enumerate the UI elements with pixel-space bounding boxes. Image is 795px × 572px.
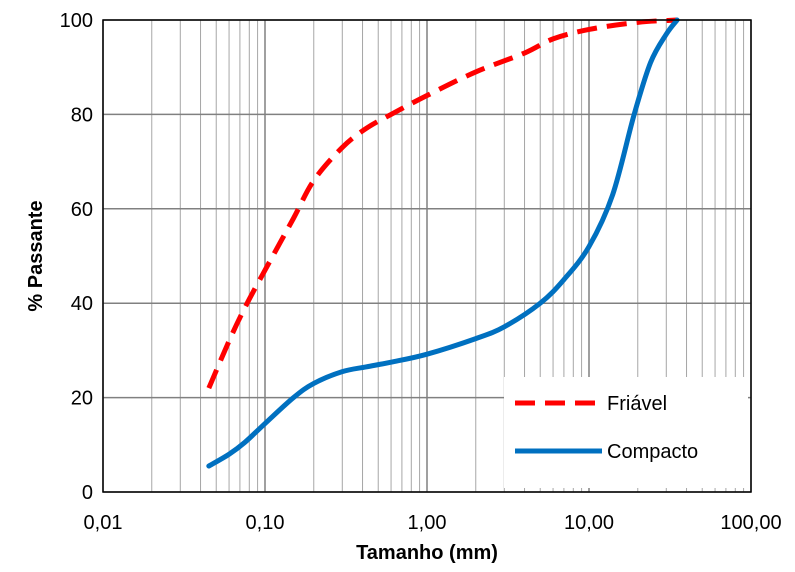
x-tick-label: 0,01 [84, 512, 123, 534]
legend-box [504, 377, 748, 488]
y-tick-label: 20 [71, 388, 93, 410]
legend-label-compacto: Compacto [607, 441, 698, 463]
series-line-friavel [206, 17, 678, 390]
y-tick-label: 100 [60, 10, 93, 32]
x-tick-label: 0,10 [246, 512, 285, 534]
x-tick-label: 10,00 [564, 512, 614, 534]
series-line-compacto [206, 17, 680, 469]
legend: Friável Compacto [504, 377, 748, 488]
legend-label-friavel: Friável [607, 393, 667, 415]
y-tick-label: 80 [71, 104, 93, 126]
y-axis-title: % Passante [25, 200, 47, 311]
y-tick-labels: 0 20 40 60 80 100 [60, 10, 93, 504]
x-tick-labels: 0,01 0,10 1,00 10,00 100,00 [84, 512, 782, 534]
x-tick-label: 100,00 [720, 512, 781, 534]
series-layer [206, 17, 680, 469]
y-tick-label: 40 [71, 293, 93, 315]
y-tick-label: 0 [82, 482, 93, 504]
y-tick-label: 60 [71, 199, 93, 221]
x-tick-label: 1,00 [408, 512, 447, 534]
plot-border [102, 19, 752, 493]
x-axis-title: Tamanho (mm) [356, 542, 498, 564]
